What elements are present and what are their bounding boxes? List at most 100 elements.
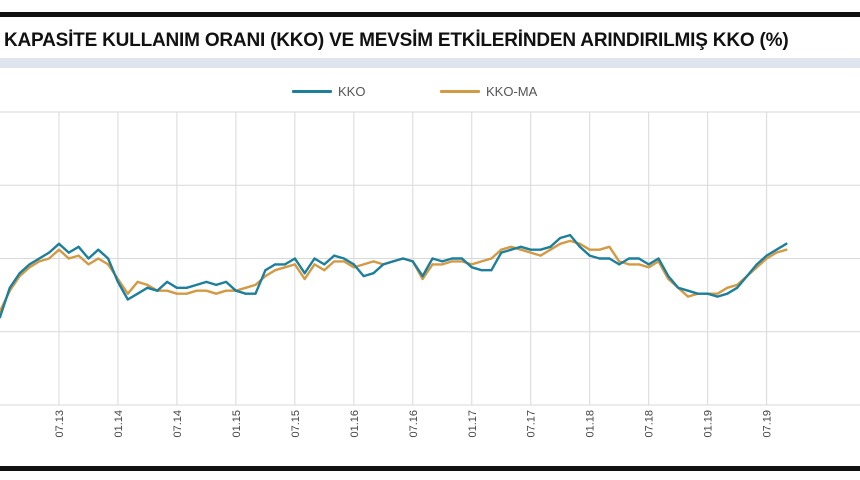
- data-point-kko: [87, 257, 90, 260]
- data-point-kko: [480, 269, 483, 272]
- data-point-kko: [569, 234, 572, 237]
- data-point-kko: [185, 286, 188, 289]
- data-point-kko: [293, 257, 296, 260]
- data-point-kko-ma: [48, 257, 51, 260]
- data-point-kko-ma: [87, 263, 90, 266]
- data-point-kko: [195, 283, 198, 286]
- data-point-kko-ma: [451, 260, 454, 263]
- x-tick-label: 07.17: [526, 410, 538, 438]
- data-point-kko: [38, 257, 41, 260]
- top-rule: [0, 12, 860, 17]
- data-point-kko: [0, 316, 2, 319]
- x-tick-label: 01.14: [113, 410, 125, 438]
- data-point-kko-ma: [146, 283, 149, 286]
- data-point-kko-ma: [608, 245, 611, 248]
- data-point-kko-ma: [519, 248, 523, 251]
- data-point-kko: [755, 263, 758, 266]
- data-point-kko: [225, 280, 228, 283]
- data-point-kko-ma: [28, 266, 31, 269]
- data-point-kko-ma: [726, 286, 729, 289]
- legend-label-kko: KKO: [338, 84, 366, 99]
- data-point-kko-ma: [539, 254, 542, 257]
- data-point-kko: [765, 254, 768, 257]
- data-point-kko-ma: [549, 248, 552, 251]
- data-point-kko: [372, 272, 375, 275]
- data-point-kko-ma: [274, 269, 277, 272]
- legend-swatch-kko: [292, 90, 332, 93]
- data-point-kko: [234, 289, 237, 292]
- data-point-kko: [244, 292, 247, 295]
- x-tick-label: 07.15: [290, 410, 302, 438]
- data-point-kko: [736, 286, 739, 289]
- x-tick-label: 07.13: [54, 410, 66, 438]
- data-point-kko-ma: [185, 292, 188, 295]
- x-tick-label: 07.14: [172, 410, 184, 438]
- data-point-kko: [411, 260, 414, 263]
- data-point-kko: [726, 292, 729, 295]
- data-point-kko-ma: [362, 263, 365, 266]
- data-point-kko: [283, 263, 287, 266]
- data-point-kko-ma: [333, 260, 336, 263]
- data-point-kko-ma: [647, 266, 650, 269]
- data-point-kko-ma: [264, 275, 267, 278]
- data-point-kko: [588, 254, 591, 257]
- data-point-kko-ma: [293, 263, 296, 266]
- x-tick-label: 01.19: [703, 410, 715, 438]
- x-tick-label: 07.18: [644, 410, 656, 438]
- data-point-kko: [785, 242, 788, 245]
- data-point-kko: [657, 257, 660, 260]
- data-point-kko: [254, 292, 257, 295]
- legend-label-kko-ma: KKO-MA: [486, 84, 538, 99]
- data-point-kko: [274, 263, 277, 266]
- data-point-kko-ma: [500, 248, 503, 251]
- data-point-kko: [637, 257, 641, 260]
- data-point-kko-ma: [195, 289, 198, 292]
- x-tick-label: 01.15: [231, 410, 243, 438]
- data-point-kko: [18, 272, 21, 275]
- bottom-rule: [0, 466, 860, 471]
- data-point-kko: [8, 286, 11, 289]
- data-point-kko: [431, 257, 434, 260]
- data-point-kko: [745, 275, 749, 278]
- series-layer: [0, 233, 788, 319]
- data-point-kko: [342, 257, 346, 260]
- data-point-kko: [67, 251, 70, 254]
- data-point-kko-ma: [38, 260, 41, 263]
- data-point-kko: [116, 280, 119, 283]
- data-point-kko: [598, 257, 601, 260]
- data-point-kko-ma: [598, 248, 601, 251]
- data-point-kko: [392, 260, 395, 263]
- data-point-kko-ma: [166, 289, 169, 292]
- data-point-kko: [264, 269, 267, 272]
- data-point-kko: [441, 260, 444, 263]
- data-point-kko: [48, 251, 51, 254]
- data-point-kko: [77, 245, 80, 248]
- data-point-kko: [57, 242, 61, 245]
- data-point-kko-ma: [588, 248, 591, 251]
- data-point-kko-ma: [421, 277, 424, 281]
- data-point-kko: [627, 257, 631, 260]
- data-point-kko-ma: [480, 260, 483, 263]
- data-point-kko-ma: [470, 263, 473, 266]
- data-point-kko: [677, 286, 680, 289]
- data-point-kko: [667, 275, 670, 278]
- legend-swatch-kko-ma: [440, 90, 480, 93]
- data-point-kko: [166, 280, 169, 283]
- data-point-kko-ma: [785, 248, 788, 251]
- data-point-kko-ma: [215, 292, 218, 295]
- data-point-kko-ma: [303, 277, 306, 281]
- data-point-kko-ma: [490, 257, 493, 260]
- data-point-kko: [549, 245, 552, 248]
- data-point-kko-ma: [686, 295, 690, 298]
- data-point-kko: [696, 292, 699, 295]
- data-point-kko-ma: [765, 257, 768, 260]
- data-point-kko: [333, 254, 336, 257]
- data-point-kko-ma: [254, 283, 257, 286]
- data-point-kko: [460, 257, 463, 260]
- data-point-kko-ma: [569, 239, 572, 242]
- data-point-kko-ma: [510, 245, 513, 248]
- data-point-kko-ma: [244, 286, 247, 289]
- x-tick-label: 07.16: [408, 410, 420, 438]
- data-point-kko-ma: [618, 260, 621, 263]
- data-point-kko-ma: [225, 289, 228, 292]
